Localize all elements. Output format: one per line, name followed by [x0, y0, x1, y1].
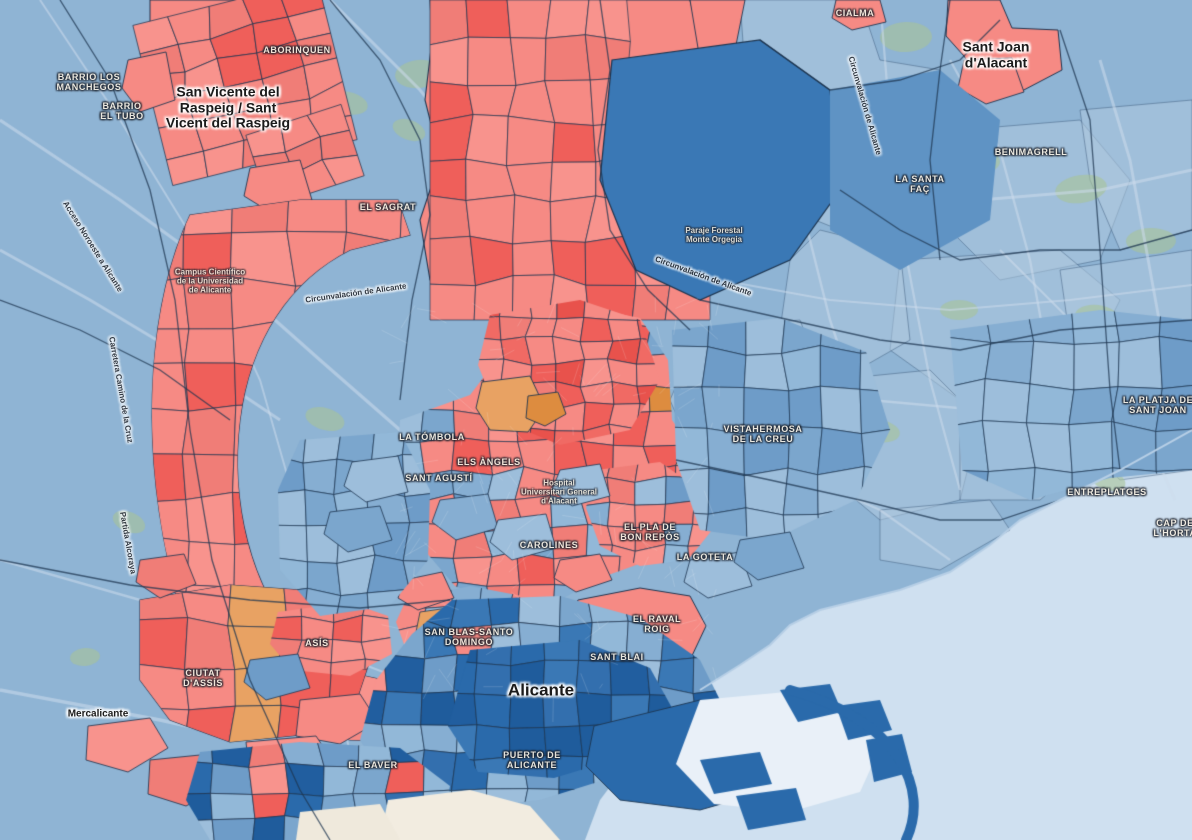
map-viewport[interactable]: San Vicente del Raspeig / Sant Vicent de… — [0, 0, 1192, 840]
map-choropleth-canvas[interactable] — [0, 0, 1192, 840]
